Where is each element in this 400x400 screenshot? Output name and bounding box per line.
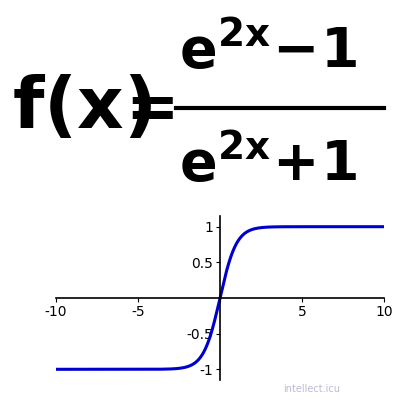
Text: $\mathbf{e^{2x}\!+\!1}$: $\mathbf{e^{2x}\!+\!1}$ xyxy=(179,136,357,193)
Text: intellect.icu: intellect.icu xyxy=(284,384,340,394)
Text: $\mathbf{=}$: $\mathbf{=}$ xyxy=(114,77,174,139)
Text: $\mathbf{f(x)}$: $\mathbf{f(x)}$ xyxy=(12,74,152,142)
Text: $\mathbf{e^{2x}\!-\!1}$: $\mathbf{e^{2x}\!-\!1}$ xyxy=(179,23,357,80)
